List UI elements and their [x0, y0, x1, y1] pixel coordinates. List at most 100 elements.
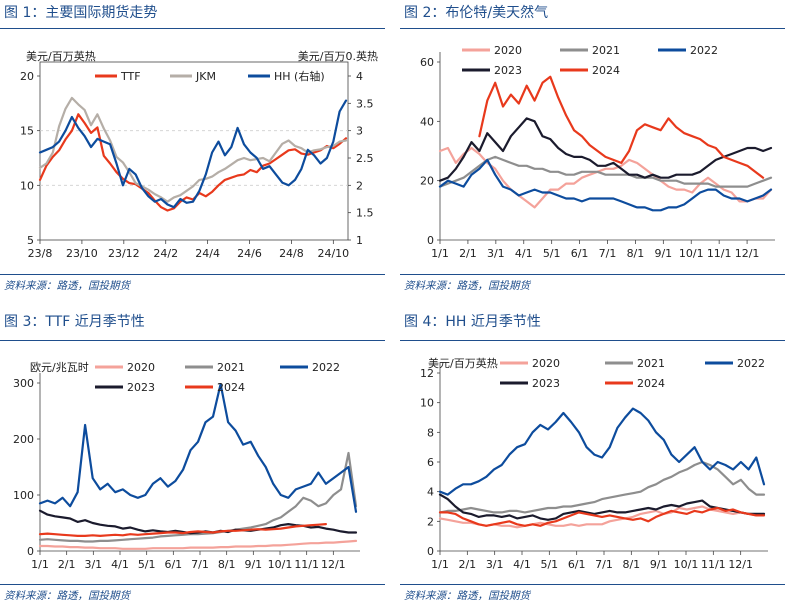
- x-tick-label: 1/1: [431, 247, 449, 260]
- y-tick-label: 2: [427, 515, 434, 528]
- legend-label-2021: 2021: [217, 361, 245, 374]
- x-tick-label: 4/1: [111, 558, 129, 571]
- y-axis-label: 欧元/兆瓦时: [30, 361, 89, 374]
- y-right-tick-label: 2: [356, 179, 363, 192]
- legend-label-2024: 2024: [592, 64, 620, 77]
- series-line-2020: [438, 146, 773, 209]
- x-tick-label: 8/1: [627, 247, 645, 260]
- x-tick-label: 24/10: [317, 247, 349, 260]
- legend-label-2021: 2021: [637, 357, 665, 370]
- figure-4-source-rule: [400, 584, 785, 585]
- legend-label-2021: 2021: [592, 44, 620, 57]
- legend-label-hh: HH (右轴): [274, 69, 325, 83]
- x-tick-label: 9/1: [650, 558, 668, 571]
- y-tick-label: 15: [20, 125, 34, 138]
- y-tick-label: 4: [427, 486, 434, 499]
- x-tick-label: 12/1: [321, 558, 346, 571]
- x-tick-label: 10/1: [679, 247, 704, 260]
- x-tick-label: 5/1: [540, 558, 558, 571]
- figure-1-title: 图 1：主要国际期货走势: [4, 5, 158, 21]
- figure-2-panel: 图 2：布伦特/美天然气 0 20 40 60 1/1 2/1 3/1 4/1 5/1 6/1 7/…: [400, 0, 785, 300]
- series-line-2022: [38, 383, 358, 513]
- y-tick-label: 20: [20, 70, 34, 83]
- y-right-tick-label: 3.5: [356, 97, 374, 110]
- y-tick-label: 300: [13, 377, 34, 390]
- x-tick-label: 9/1: [654, 247, 672, 260]
- legend-label-jkm: JKM: [195, 70, 216, 83]
- x-tick-label: 12/1: [728, 558, 753, 571]
- figure-2-chart: 0 20 40 60 1/1 2/1 3/1 4/1 5/1 6/1 7/1 8/1 9/1 10/1 11…: [420, 44, 775, 260]
- figure-4-title-rule: [400, 340, 785, 341]
- x-tick-label: 24/6: [237, 247, 262, 260]
- y-tick-label: 10: [420, 397, 434, 410]
- legend-label-2023: 2023: [127, 381, 155, 394]
- figure-4-title: 图 4：HH 近月季节性: [404, 314, 541, 330]
- x-tick-label: 7/1: [595, 558, 613, 571]
- x-tick-label: 24/2: [153, 247, 178, 260]
- figure-2-title: 图 2：布伦特/美天然气: [404, 5, 549, 21]
- x-tick-label: 6/1: [568, 558, 586, 571]
- legend-label-2024: 2024: [217, 381, 245, 394]
- x-tick-label: 8/1: [622, 558, 640, 571]
- legend-label-2022: 2022: [312, 361, 340, 374]
- x-tick-label: 24/8: [279, 247, 304, 260]
- x-tick-label: 6/1: [571, 247, 589, 260]
- x-tick-label: 3/1: [486, 558, 504, 571]
- y-tick-label: 60: [420, 56, 434, 69]
- x-tick-label: 5/1: [138, 558, 156, 571]
- x-tick-label: 11/1: [294, 558, 319, 571]
- series-line-2021: [438, 460, 766, 514]
- figure-2-source: 资料来源：路透，国投期货: [404, 280, 530, 292]
- legend-label-2020: 2020: [127, 361, 155, 374]
- figure-1-panel: 图 1：主要国际期货走势 5 10 15 20 1 1.5 2 2.5 3 3.5 4 23/8 23/…: [0, 0, 385, 300]
- x-tick-label: 5/1: [543, 247, 561, 260]
- x-tick-label: 7/1: [599, 247, 617, 260]
- x-tick-label: 2/1: [58, 558, 76, 571]
- y-tick-label: 12: [420, 367, 434, 380]
- figure-3-chart: 0 100 200 300 1/1 2/1 3/1 4/1 5/1 6/1 7/1 8/1 9/1 10/…: [13, 361, 360, 571]
- y-axis-label: 美元/百万英热: [428, 356, 498, 370]
- figure-3-panel: 图 3：TTF 近月季节性 0 100 200 300 1/1 2/1 3/1 4/1 5/1 6…: [0, 305, 385, 605]
- y-right-tick-label: 2.5: [356, 152, 374, 165]
- x-tick-label: 4/1: [515, 247, 533, 260]
- legend-label-2022: 2022: [737, 357, 765, 370]
- y-right-tick-label: 3: [356, 125, 363, 138]
- x-tick-label: 3/1: [84, 558, 102, 571]
- series-line-2024: [478, 75, 765, 179]
- x-tick-label: 8/1: [218, 558, 236, 571]
- figure-4-panel: 图 4：HH 近月季节性 0 2 4 6 8 10 12 1/1 2/1 3/1 4/1 5/1 6/1…: [400, 305, 785, 605]
- series-line-2023: [438, 117, 773, 182]
- x-tick-label: 2/1: [458, 558, 476, 571]
- x-tick-label: 7/1: [191, 558, 209, 571]
- figure-1-chart: 5 10 15 20 1 1.5 2 2.5 3 3.5 4 23/8 23/10 23/12 24/2 24…: [20, 49, 378, 260]
- figure-3-title-rule: [0, 340, 385, 341]
- series-line-2024: [438, 506, 766, 527]
- y-right-tick-label: 1.5: [356, 207, 374, 220]
- x-tick-label: 2/1: [459, 247, 477, 260]
- y-tick-label: 20: [420, 175, 434, 188]
- figure-3-source: 资料来源：路透，国投期货: [4, 590, 130, 602]
- legend-label-2022: 2022: [690, 44, 718, 57]
- series-line-2022: [438, 407, 766, 496]
- figure-1-source-rule: [0, 274, 385, 275]
- figure-4-chart: 0 2 4 6 8 10 12 1/1 2/1 3/1 4/1 5/1 6/1 7/1 8/1 9/1 10/1…: [420, 356, 768, 571]
- y-tick-label: 0: [27, 545, 34, 558]
- x-tick-label: 12/1: [735, 247, 760, 260]
- x-tick-label: 1/1: [431, 558, 449, 571]
- legend-label-ttf: TTF: [120, 70, 141, 83]
- y-axis-label-right: 美元/百万0.英热: [298, 49, 378, 63]
- series-line-2020: [38, 539, 358, 550]
- series-line-2021: [438, 155, 773, 188]
- legend-label-2024: 2024: [637, 377, 665, 390]
- series-line-ttf: [38, 113, 348, 212]
- x-tick-label: 23/12: [108, 247, 140, 260]
- legend-label-2020: 2020: [532, 357, 560, 370]
- x-tick-label: 3/1: [487, 247, 505, 260]
- x-tick-label: 4/1: [513, 558, 531, 571]
- x-tick-label: 10/1: [268, 558, 293, 571]
- x-tick-label: 6/1: [164, 558, 182, 571]
- y-tick-label: 6: [427, 456, 434, 469]
- x-tick-label: 23/8: [28, 247, 53, 260]
- series-line-jkm: [38, 96, 348, 203]
- figure-2-title-rule: [400, 28, 785, 29]
